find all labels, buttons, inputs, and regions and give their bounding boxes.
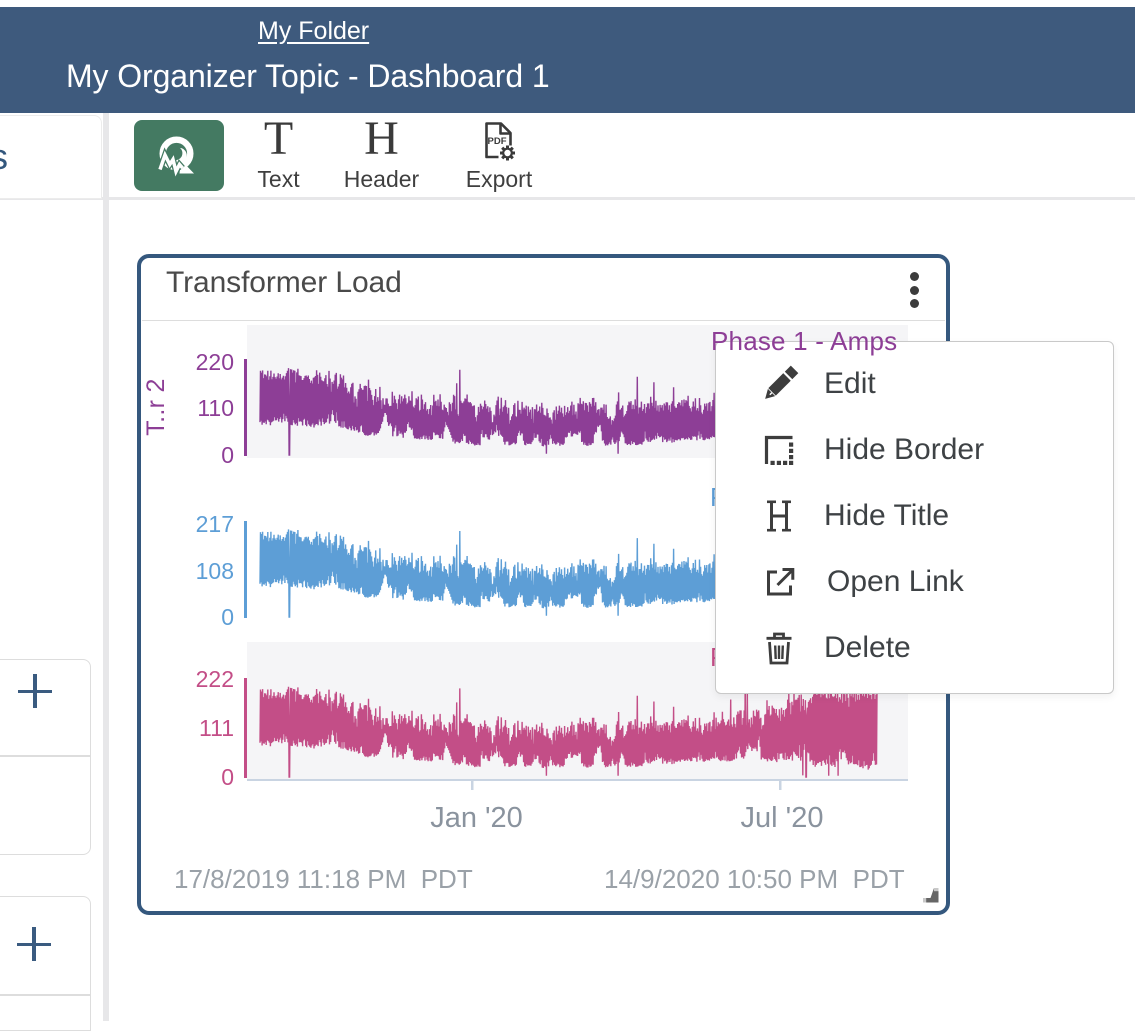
svg-text:111: 111 xyxy=(199,715,234,741)
svg-text:108: 108 xyxy=(196,558,234,584)
svg-text:220: 220 xyxy=(196,349,234,375)
svg-text:0: 0 xyxy=(221,764,234,790)
svg-text:0: 0 xyxy=(221,604,234,630)
svg-text:217: 217 xyxy=(196,511,234,537)
svg-text:PDF: PDF xyxy=(488,136,507,147)
svg-text:T..r 2: T..r 2 xyxy=(142,378,170,435)
svg-text:222: 222 xyxy=(196,666,234,692)
svg-text:110: 110 xyxy=(197,395,234,421)
svg-text:0: 0 xyxy=(221,442,234,468)
